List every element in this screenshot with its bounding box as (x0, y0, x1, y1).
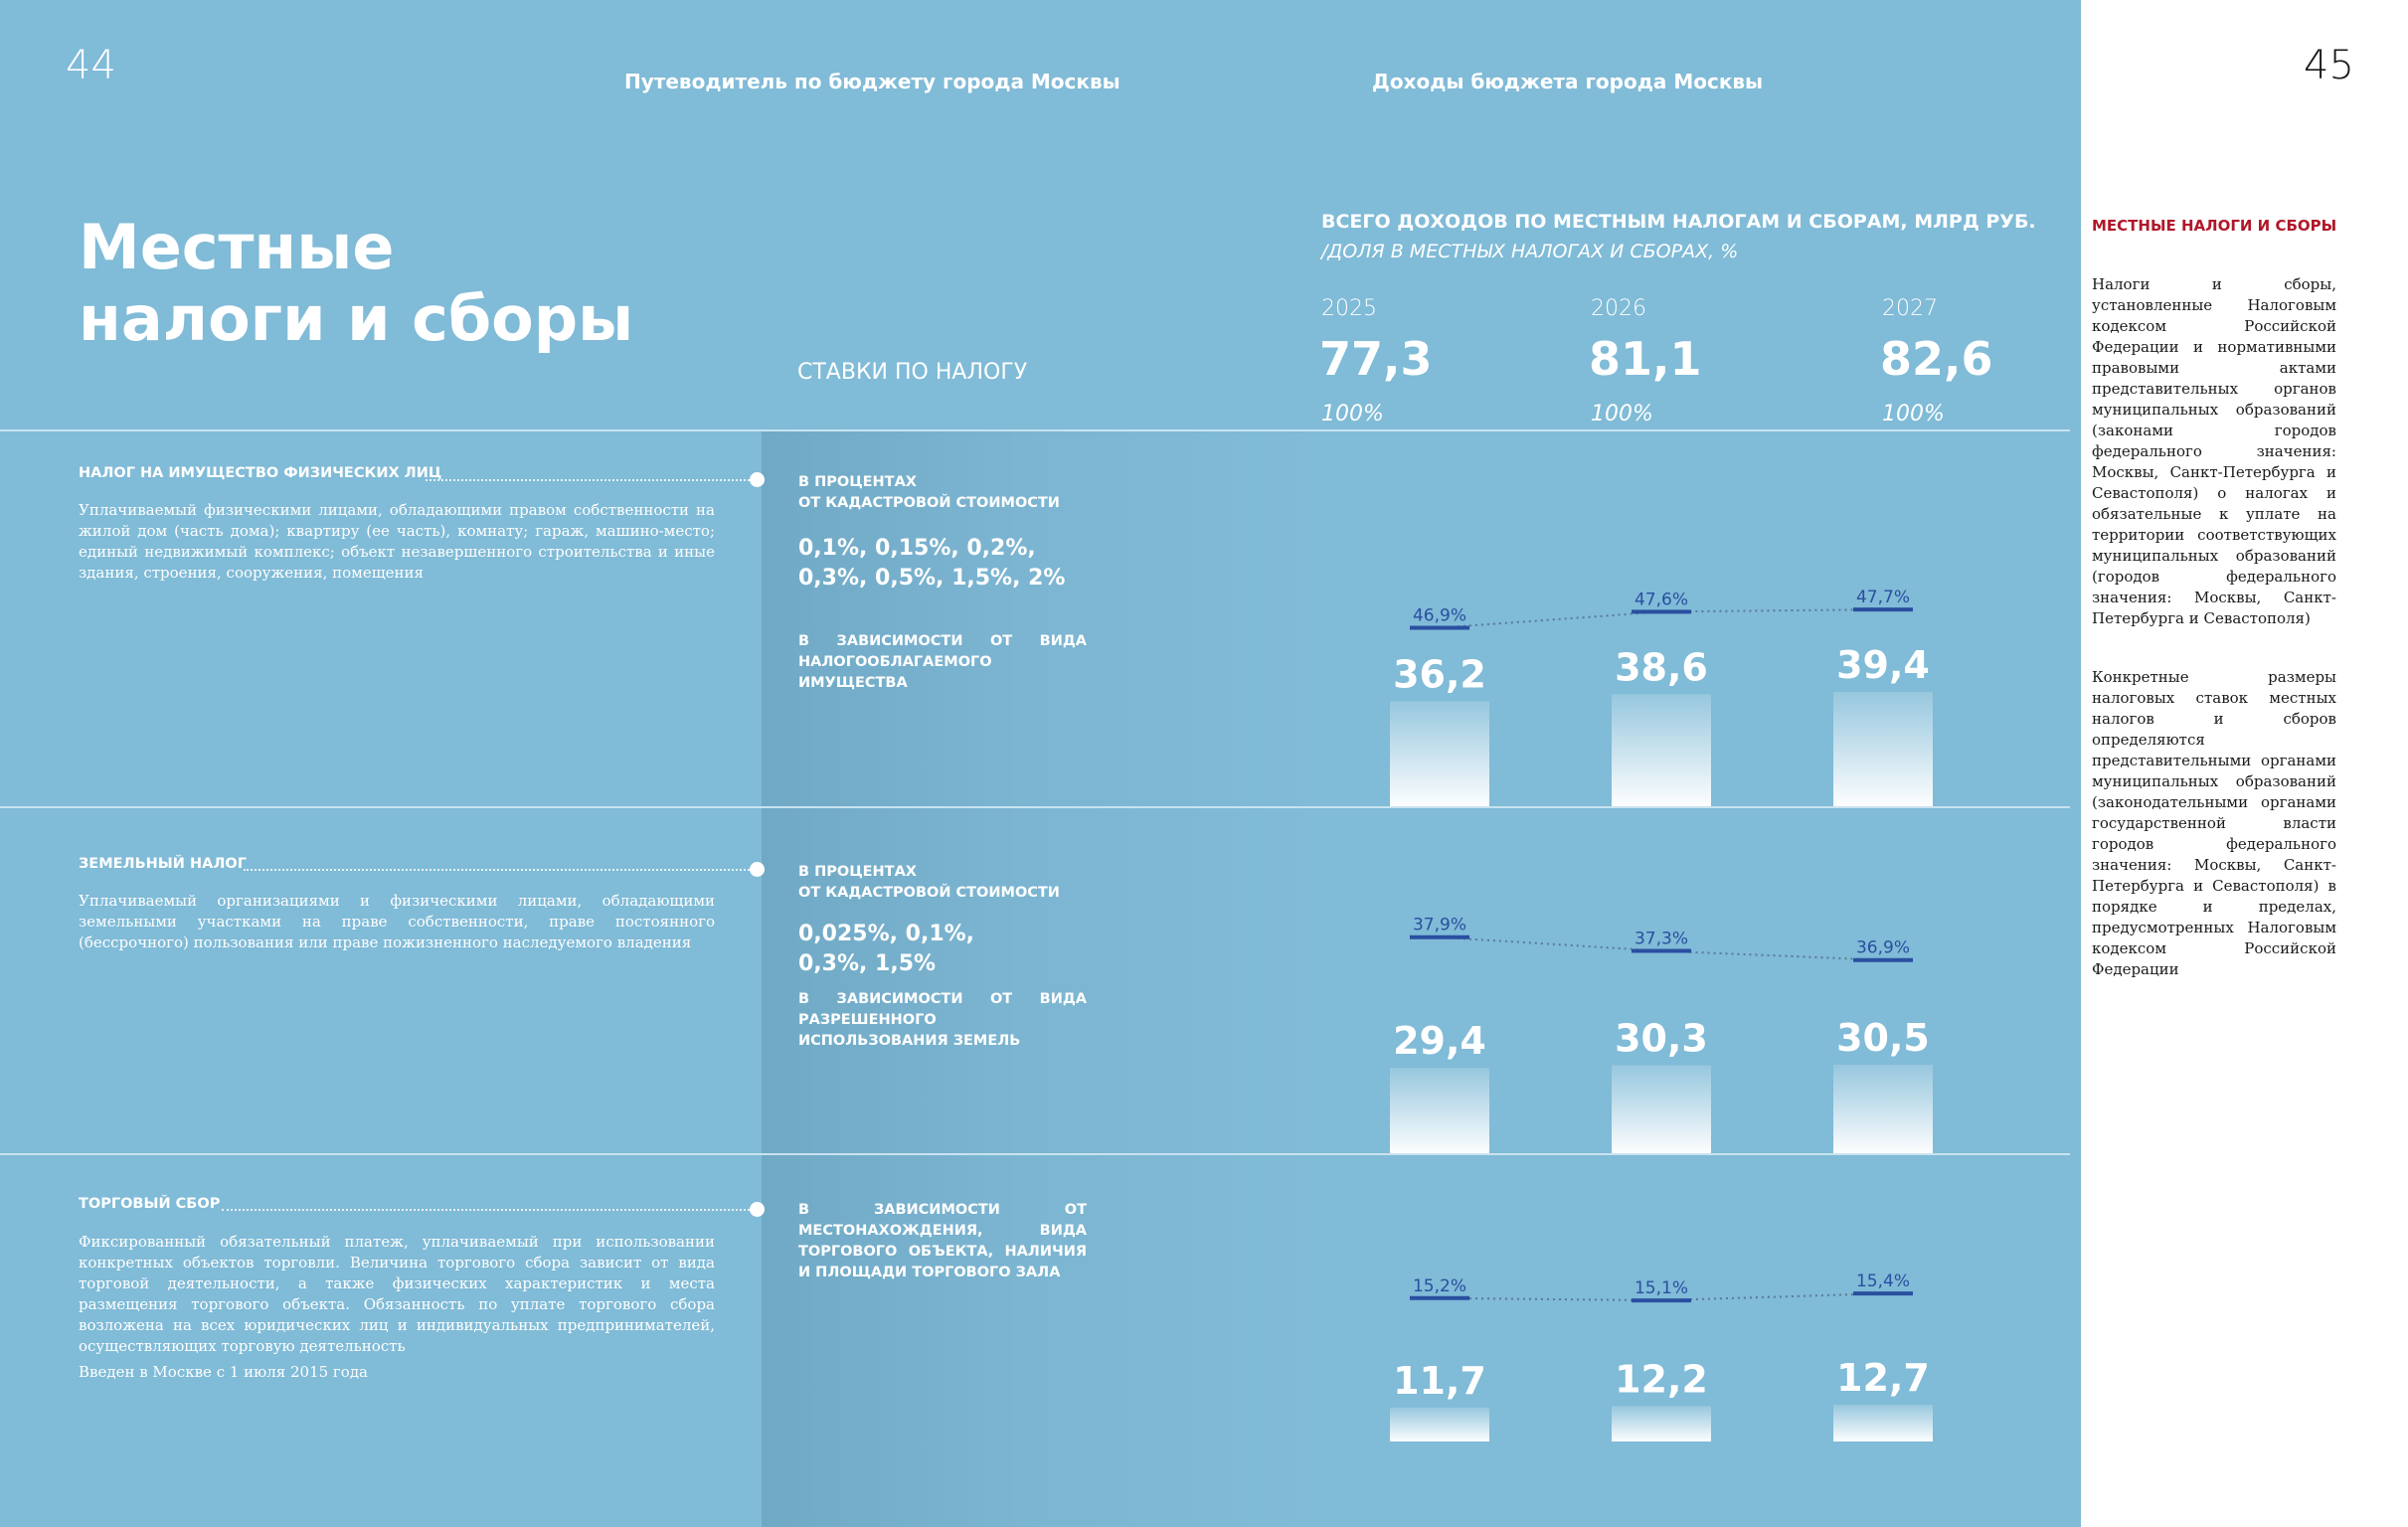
tax-description-trade: Фиксированный обязательный платеж, уплач… (79, 1233, 715, 1355)
leader-line (426, 479, 750, 481)
tax-description-property: Уплачиваемый физическими лицами, обладаю… (79, 501, 715, 582)
leader-dot (750, 472, 765, 487)
share-label: 47,7% (1856, 588, 1910, 607)
total-2027: 82,6 (1880, 332, 1993, 386)
bar-2-2027 (1833, 1064, 1933, 1153)
total-share-2027: 100% (1882, 402, 1945, 426)
revenue-chart: 36,2 38,6 39,4 46,9% 47,6% 47,7% 29,4 30,3 30,5 3… (1390, 588, 1933, 1442)
rate-label-property: В ПРОЦЕНТАХ ОТ КАДАСТРОВОЙ СТОИМОСТИ (798, 472, 1060, 514)
bar-1-2026 (1612, 694, 1711, 806)
sidebar-paragraph-2: Конкретные размеры налоговых ставок мест… (2092, 668, 2336, 978)
share-label: 15,1% (1634, 1278, 1688, 1298)
page-number-right: 45 (2304, 43, 2354, 88)
bar-1-2027 (1833, 691, 1933, 806)
chart-header: ВСЕГО ДОХОДОВ ПО МЕСТНЫМ НАЛОГАМ И СБОРА… (1321, 211, 2036, 233)
total-2025: 77,3 (1319, 332, 1433, 386)
leader-dot (750, 1202, 765, 1217)
total-share-2025: 100% (1321, 402, 1384, 426)
divider (0, 1153, 2070, 1155)
tax-title-land: ЗЕМЕЛЬНЫЙ НАЛОГ (79, 856, 247, 872)
bar-1-2025 (1390, 701, 1489, 806)
total-share-2026: 100% (1591, 402, 1653, 426)
sidebar-paragraph-1: Налоги и сборы, установленные Налоговым … (2092, 275, 2336, 627)
bar-3-2026 (1612, 1406, 1711, 1442)
year-2026: 2026 (1591, 296, 1646, 321)
tax-title-trade: ТОРГОВЫЙ СБОР (79, 1196, 221, 1212)
share-label: 15,4% (1856, 1272, 1910, 1291)
bar-2-2025 (1390, 1068, 1489, 1153)
share-label: 47,6% (1634, 590, 1688, 609)
rate-values-line: 0,3%, 0,5%, 1,5%, 2% (798, 566, 1066, 591)
rate-values-line: 0,3%, 1,5% (798, 951, 937, 976)
rate-note-property: В ЗАВИСИМОСТИ ОТ ВИДА НАЛОГООБЛАГАЕМОГО … (798, 633, 1087, 691)
page-title-line2: налоги и сборы (79, 282, 634, 355)
rate-label-line: В ПРОЦЕНТАХ (798, 474, 917, 490)
rate-values-property: 0,1%, 0,15%, 0,2%, 0,3%, 0,5%, 1,5%, 2% (798, 534, 1065, 594)
total-2026: 81,1 (1589, 332, 1702, 386)
rate-values-line: 0,1%, 0,15%, 0,2%, (798, 536, 1036, 561)
divider (0, 806, 2070, 808)
bar-2-2026 (1612, 1065, 1711, 1153)
bar-value-label: 38,6 (1615, 645, 1708, 689)
bar-value-label: 12,7 (1836, 1356, 1930, 1400)
year-2027: 2027 (1882, 296, 1938, 321)
bar-value-label: 30,3 (1615, 1017, 1708, 1061)
bar-3-2025 (1390, 1407, 1489, 1442)
tax-description-land: Уплачиваемый организациями и физическими… (79, 892, 715, 951)
rate-note-land: В ЗАВИСИМОСТИ ОТ ВИДА РАЗРЕШЕННОГО ИСПОЛ… (798, 991, 1087, 1049)
page-title-line1: Местные (79, 211, 395, 283)
page-title: Местные налоги и сборы (79, 212, 633, 355)
rates-header: СТАВКИ ПО НАЛОГУ (797, 360, 1028, 385)
chart-subheader: /ДОЛЯ В МЕСТНЫХ НАЛОГАХ И СБОРАХ, % (1321, 241, 1739, 262)
rate-label-line: ОТ КАДАСТРОВОЙ СТОИМОСТИ (798, 495, 1060, 511)
bar-value-label: 12,2 (1615, 1357, 1708, 1401)
rates-column-band (762, 429, 2081, 1527)
page-number-left: 44 (66, 43, 116, 88)
leader-line (244, 869, 750, 871)
bar-value-label: 36,2 (1393, 652, 1486, 696)
rate-values-land: 0,025%, 0,1%, 0,3%, 1,5% (798, 920, 974, 979)
year-2025: 2025 (1321, 296, 1377, 321)
rate-values-line: 0,025%, 0,1%, (798, 922, 975, 946)
running-header-left: Путеводитель по бюджету города Москвы (624, 70, 1120, 93)
bar-value-label: 29,4 (1393, 1019, 1486, 1063)
share-label: 37,9% (1413, 916, 1466, 935)
rate-label-land: В ПРОЦЕНТАХ ОТ КАДАСТРОВОЙ СТОИМОСТИ (798, 862, 1060, 904)
leader-line (222, 1209, 750, 1211)
bar-value-label: 39,4 (1836, 643, 1930, 687)
rate-note-trade: В ЗАВИСИМОСТИ ОТ МЕСТОНАХОЖДЕНИЯ, ВИДА Т… (798, 1202, 1087, 1280)
divider (0, 429, 2070, 431)
bar-value-label: 11,7 (1393, 1359, 1486, 1403)
bar-value-label: 30,5 (1836, 1016, 1930, 1060)
bar-3-2027 (1833, 1404, 1933, 1442)
share-label: 46,9% (1413, 606, 1466, 626)
leader-dot (750, 862, 765, 877)
running-header-right: Доходы бюджета города Москвы (1372, 70, 1764, 93)
share-label: 15,2% (1413, 1276, 1466, 1296)
left-page: 44 Путеводитель по бюджету города Москвы… (0, 0, 2081, 1527)
share-label: 37,3% (1634, 930, 1688, 949)
rate-label-line: В ПРОЦЕНТАХ (798, 864, 917, 880)
share-label: 36,9% (1856, 938, 1910, 958)
rate-label-line: ОТ КАДАСТРОВОЙ СТОИМОСТИ (798, 885, 1060, 901)
right-page (2081, 0, 2408, 1527)
tax-introduced-trade: Введен в Москве с 1 июля 2015 года (79, 1363, 368, 1381)
sidebar-title: МЕСТНЫЕ НАЛОГИ И СБОРЫ (2092, 217, 2337, 235)
tax-title-property: НАЛОГ НА ИМУЩЕСТВО ФИЗИЧЕСКИХ ЛИЦ (79, 465, 442, 481)
